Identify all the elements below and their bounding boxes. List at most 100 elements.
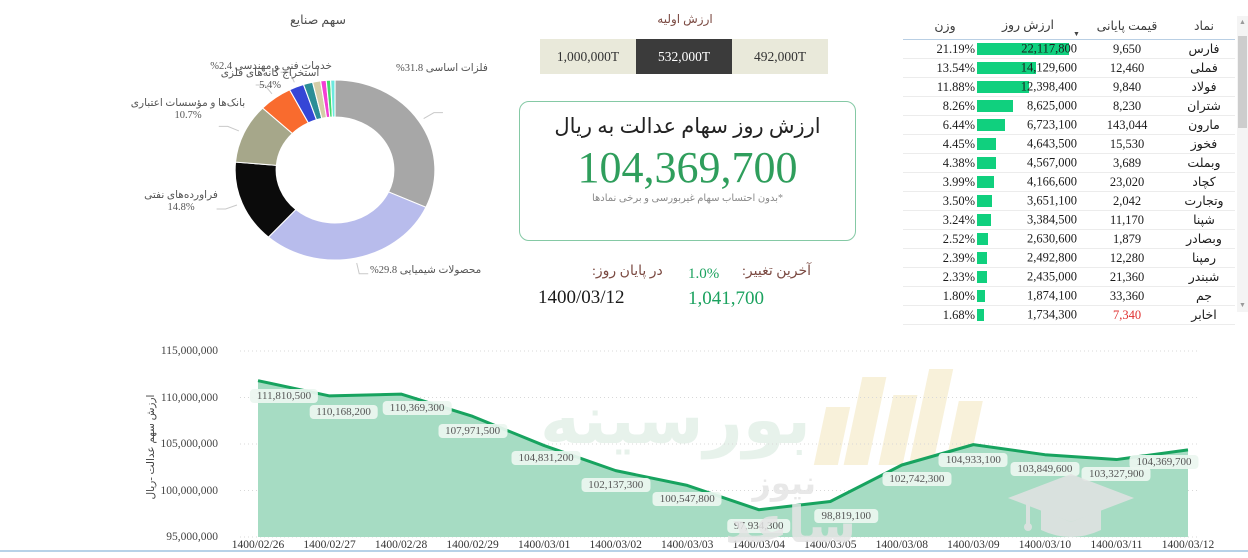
table-body: فارس 9,650 22,117,800 21.19% فملی 12,460 14,12… [903, 40, 1235, 325]
day-value-text: 6,723,100 [1027, 117, 1077, 132]
range-button-532000[interactable]: 532,000T [636, 39, 732, 74]
day-value-text: 22,117,800 [1021, 41, 1077, 56]
table-row[interactable]: وبصادر 1,879 2,630,600 2.52% [903, 230, 1235, 249]
graduation-cap-icon [1008, 474, 1134, 537]
point-label: 110,369,300 [382, 401, 452, 416]
table-row[interactable]: جم 33,360 1,874,100 1.80% [903, 287, 1235, 306]
range-button-1000000[interactable]: 1,000,000T [540, 39, 636, 74]
table-row[interactable]: اخابر 7,340 1,734,300 1.68% [903, 306, 1235, 325]
close-price-cell: 12,460 [1109, 60, 1145, 75]
header-close-price[interactable]: قیمت پایانی [1096, 18, 1158, 33]
point-label: 102,742,300 [882, 471, 952, 486]
table-row[interactable]: رمپنا 12,280 2,492,800 2.39% [903, 249, 1235, 268]
table-row[interactable]: فملی 12,460 14,129,600 13.54% [903, 59, 1235, 78]
header-weight[interactable]: وزن [934, 18, 956, 33]
range-button-492000[interactable]: 492,000T [732, 39, 828, 74]
table-row[interactable]: وبملت 3,689 4,567,000 4.38% [903, 154, 1235, 173]
symbol-cell: اخابر [1191, 308, 1217, 322]
x-tick-label: 1400/02/26 [231, 539, 285, 551]
industry-share-chart: سهم صنایع فلزات اساسی 31.8% خدمات فنی و … [131, 6, 488, 296]
close-price-cell: 21,360 [1109, 269, 1145, 284]
x-tick-label: 1400/03/03 [661, 539, 714, 551]
table-row[interactable]: شبندر 21,360 2,435,000 2.33% [903, 268, 1235, 287]
weight-cell: 4.38% [942, 155, 975, 170]
end-of-day-label: در پایان روز: [592, 264, 663, 279]
series-line[interactable] [257, 379, 1189, 512]
initial-value-label: ارزش اولیه [657, 12, 713, 26]
point-label: 104,369,700 [1129, 454, 1199, 469]
table-scrollbar[interactable]: ▲ ▼ [1237, 16, 1248, 312]
weight-cell: 2.52% [942, 231, 975, 246]
pie-slice[interactable] [334, 79, 436, 208]
symbol-cell: جم [1195, 289, 1213, 303]
weight-cell: 13.54% [936, 60, 975, 75]
value-bar [977, 233, 988, 245]
weight-cell: 2.39% [942, 250, 975, 265]
table-row[interactable]: فولاد 9,840 12,398,400 11.88% [903, 78, 1235, 97]
saednews-watermark: نیوز ساعد [676, 452, 1146, 553]
sort-desc-icon[interactable]: ▼ [1073, 30, 1080, 38]
x-tick-label: 1400/02/28 [374, 539, 428, 551]
day-value-text: 4,567,000 [1027, 155, 1077, 170]
pie-slice[interactable] [330, 79, 336, 118]
point-label: 104,933,100 [938, 452, 1008, 467]
point-label: 103,327,900 [1081, 466, 1151, 481]
close-price-cell: 3,689 [1112, 155, 1142, 170]
y-tick-label: 95,000,000 [166, 531, 218, 543]
table-row[interactable]: فارس 9,650 22,117,800 21.19% [903, 40, 1235, 59]
point-label: 103,849,600 [1010, 461, 1080, 476]
header-day-value[interactable]: ارزش روز ▼ [1001, 18, 1080, 38]
last-change-label: آخرین تغییر: [742, 264, 812, 279]
table-row[interactable]: وتجارت 2,042 3,651,100 3.50% [903, 192, 1235, 211]
symbol-cell: رمپنا [1191, 251, 1217, 265]
day-value-cell: 8,625,000 [975, 97, 1081, 115]
scroll-up-icon[interactable]: ▲ [1237, 16, 1248, 29]
symbol-cell: فارس [1188, 42, 1220, 56]
value-bar [977, 100, 1013, 112]
value-bar [977, 176, 994, 188]
symbol-cell: کچاد [1192, 175, 1216, 189]
pie-title: سهم صنایع [289, 13, 346, 27]
table-row[interactable]: شتران 8,230 8,625,000 8.26% [903, 97, 1235, 116]
day-value-cell: 2,630,600 [975, 230, 1081, 248]
day-value-text: 2,630,600 [1027, 231, 1077, 246]
header-symbol[interactable]: نماد [1193, 18, 1215, 33]
close-price-cell: 33,360 [1109, 288, 1145, 303]
area-fill[interactable] [258, 380, 1188, 537]
day-value-card: ارزش روز سهام عدالت به ریال 104,369,700 … [519, 101, 856, 241]
y-tick-label: 110,000,000 [160, 391, 218, 404]
day-value-text: 4,643,500 [1027, 136, 1077, 151]
point-label: 100,547,800 [652, 492, 722, 507]
day-value-text: 2,435,000 [1027, 269, 1077, 284]
weight-cell: 3.24% [942, 212, 975, 227]
scroll-down-icon[interactable]: ▼ [1237, 299, 1248, 312]
pie-slice[interactable] [267, 191, 427, 261]
symbol-cell: شتران [1187, 99, 1221, 113]
pie-leader-line [218, 125, 240, 132]
weight-cell: 8.26% [942, 98, 975, 113]
bottom-divider [0, 550, 1248, 552]
scrollbar-thumb[interactable] [1238, 36, 1247, 128]
pie-label-mining: استخراج کانه‌های فلزی 5.4% [220, 68, 320, 91]
weight-cell: 6.44% [942, 117, 975, 132]
card-title: ارزش روز سهام عدالت به ریال [554, 114, 821, 138]
close-price-cell: 23,020 [1109, 174, 1145, 189]
day-value-cell: 1,734,300 [975, 306, 1081, 324]
weight-cell: 1.68% [942, 307, 975, 322]
day-value-cell: 4,643,500 [975, 135, 1081, 153]
table-row[interactable]: کچاد 23,020 4,166,600 3.99% [903, 173, 1235, 192]
day-value-text: 4,166,600 [1027, 174, 1077, 189]
y-tick-label: 100,000,000 [160, 484, 219, 497]
table-row[interactable]: مارون 143,044 6,723,100 6.44% [903, 116, 1235, 135]
symbol-cell: شبندر [1188, 270, 1220, 284]
value-bar [977, 290, 985, 302]
table-row[interactable]: فخوز 15,530 4,643,500 4.45% [903, 135, 1235, 154]
pie-label-chemicals: محصولات شیمیایی 29.8% [370, 265, 482, 276]
day-value-text: 2,492,800 [1027, 250, 1077, 265]
table-row[interactable]: شپنا 11,170 3,384,500 3.24% [903, 211, 1235, 230]
day-value-cell: 2,492,800 [975, 249, 1081, 267]
pie-label-services: خدمات فنی و مهندسی 2.4% [210, 61, 332, 72]
weight-cell: 3.99% [942, 174, 975, 189]
value-bar [977, 119, 1005, 131]
day-value-cell: 3,651,100 [975, 192, 1081, 210]
